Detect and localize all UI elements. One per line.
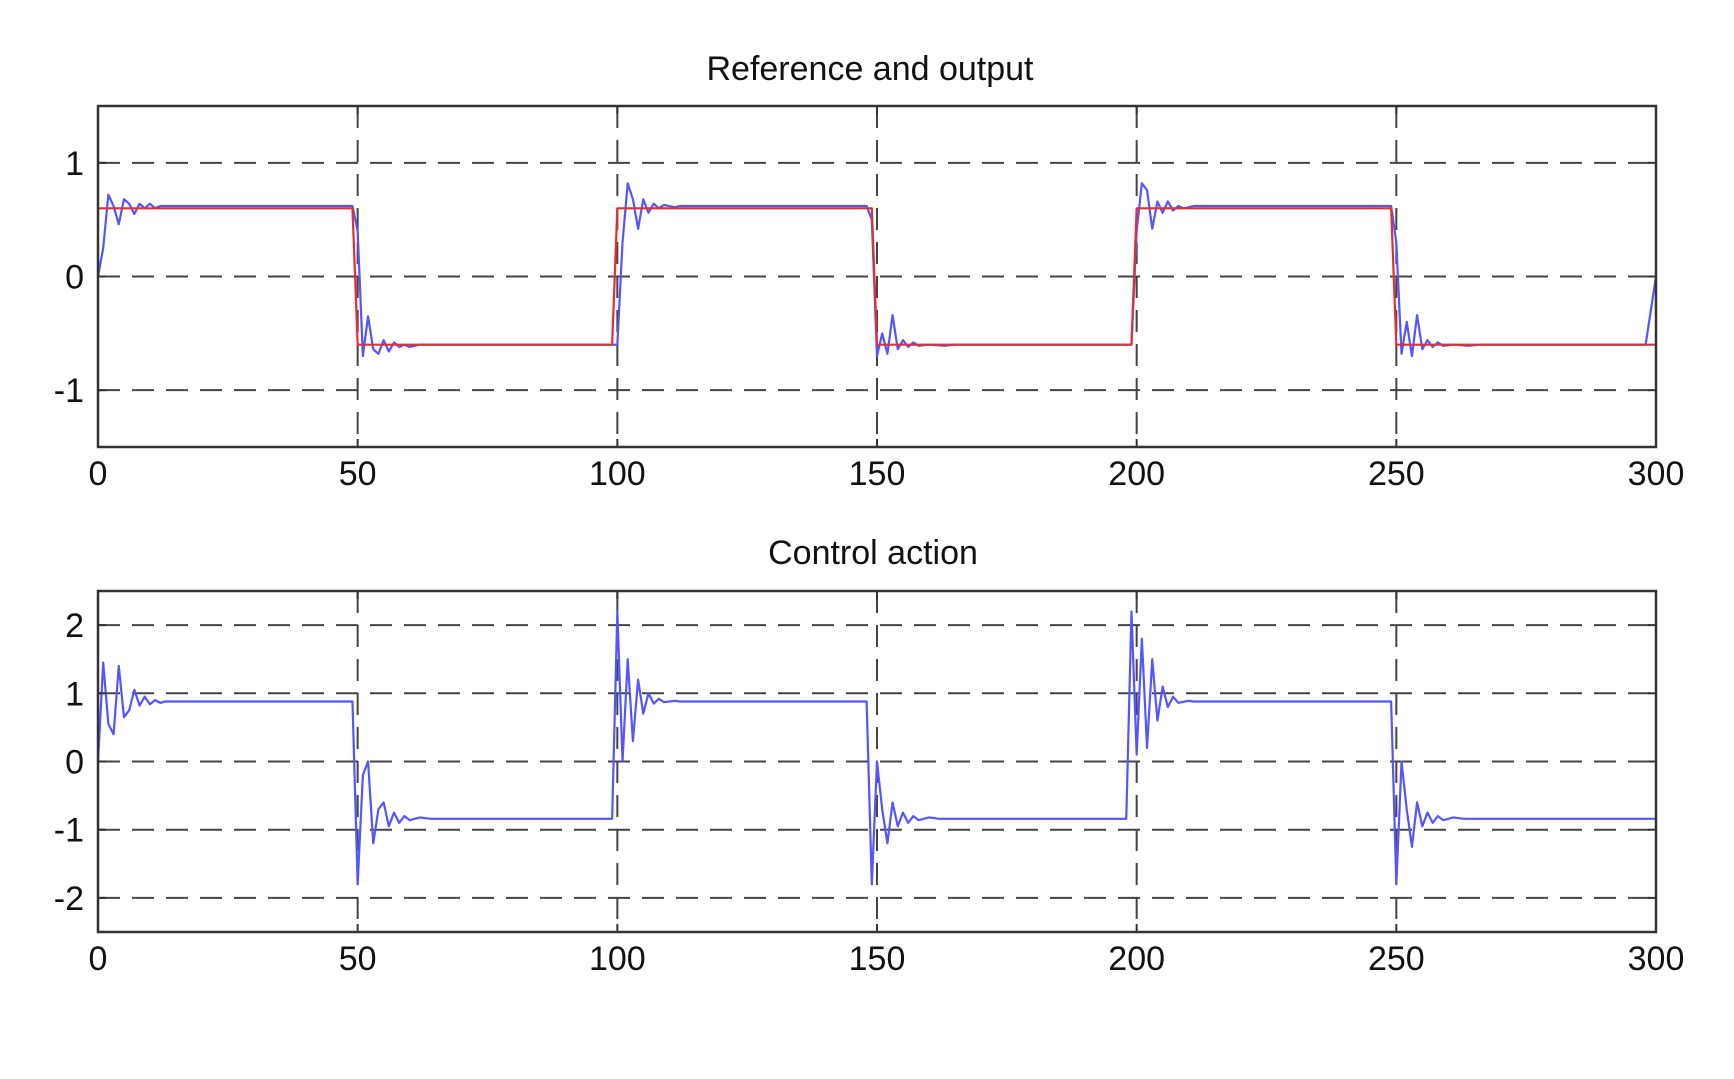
control-action-x-tick-label: 300 (1628, 940, 1685, 978)
control-action-y-tick-label: -2 (54, 880, 84, 918)
control-action-x-tick-label: 150 (849, 940, 906, 978)
reference-output-y-tick-label: -1 (54, 372, 84, 410)
reference-output-title: Reference and output (706, 50, 1034, 88)
reference-output-x-tick-label: 150 (849, 455, 906, 493)
control-action-x-tick-label: 250 (1368, 940, 1425, 978)
control-action-y-tick-label: 2 (65, 607, 84, 645)
control-action-y-tick-label: 0 (65, 744, 84, 782)
control-action-x-tick-label: 200 (1108, 940, 1165, 978)
control-action-series (96, 610, 1656, 886)
control-action-series-1-line (96, 610, 1656, 886)
control-action-x-tick-label: 0 (89, 940, 108, 978)
control-action-ticks: 0 50 100 150 200 250 300 2 1 0 -1 -2 (54, 591, 1685, 978)
reference-output-series-1-line (96, 182, 1658, 358)
reference-output-x-tick-label: 300 (1628, 455, 1685, 493)
reference-output-y-tick-label: 0 (65, 259, 84, 297)
control-action-title: Control action (768, 534, 978, 572)
reference-output-plot: Reference and output 0 50 100 150 200 250 300 1… (54, 50, 1685, 493)
reference-output-x-tick-label: 50 (339, 455, 377, 493)
reference-output-x-tick-label: 250 (1368, 455, 1425, 493)
reference-output-ticks: 0 50 100 150 200 250 300 1 0 -1 (54, 106, 1685, 493)
control-action-plot: Control action 0 50 100 150 200 250 300 2 1 0 -1 -2 (54, 534, 1685, 978)
control-action-y-tick-label: -1 (54, 812, 84, 850)
reference-output-x-tick-label: 100 (589, 455, 646, 493)
reference-output-y-tick-label: 1 (65, 145, 84, 183)
control-action-x-tick-label: 50 (339, 940, 377, 978)
reference-output-x-tick-label: 0 (89, 455, 108, 493)
reference-output-series-2-line (98, 207, 1656, 346)
control-action-y-tick-label: 1 (65, 675, 84, 713)
reference-output-grid (98, 106, 1656, 447)
reference-output-series (96, 182, 1658, 358)
control-action-x-tick-label: 100 (589, 940, 646, 978)
reference-output-x-tick-label: 200 (1108, 455, 1165, 493)
